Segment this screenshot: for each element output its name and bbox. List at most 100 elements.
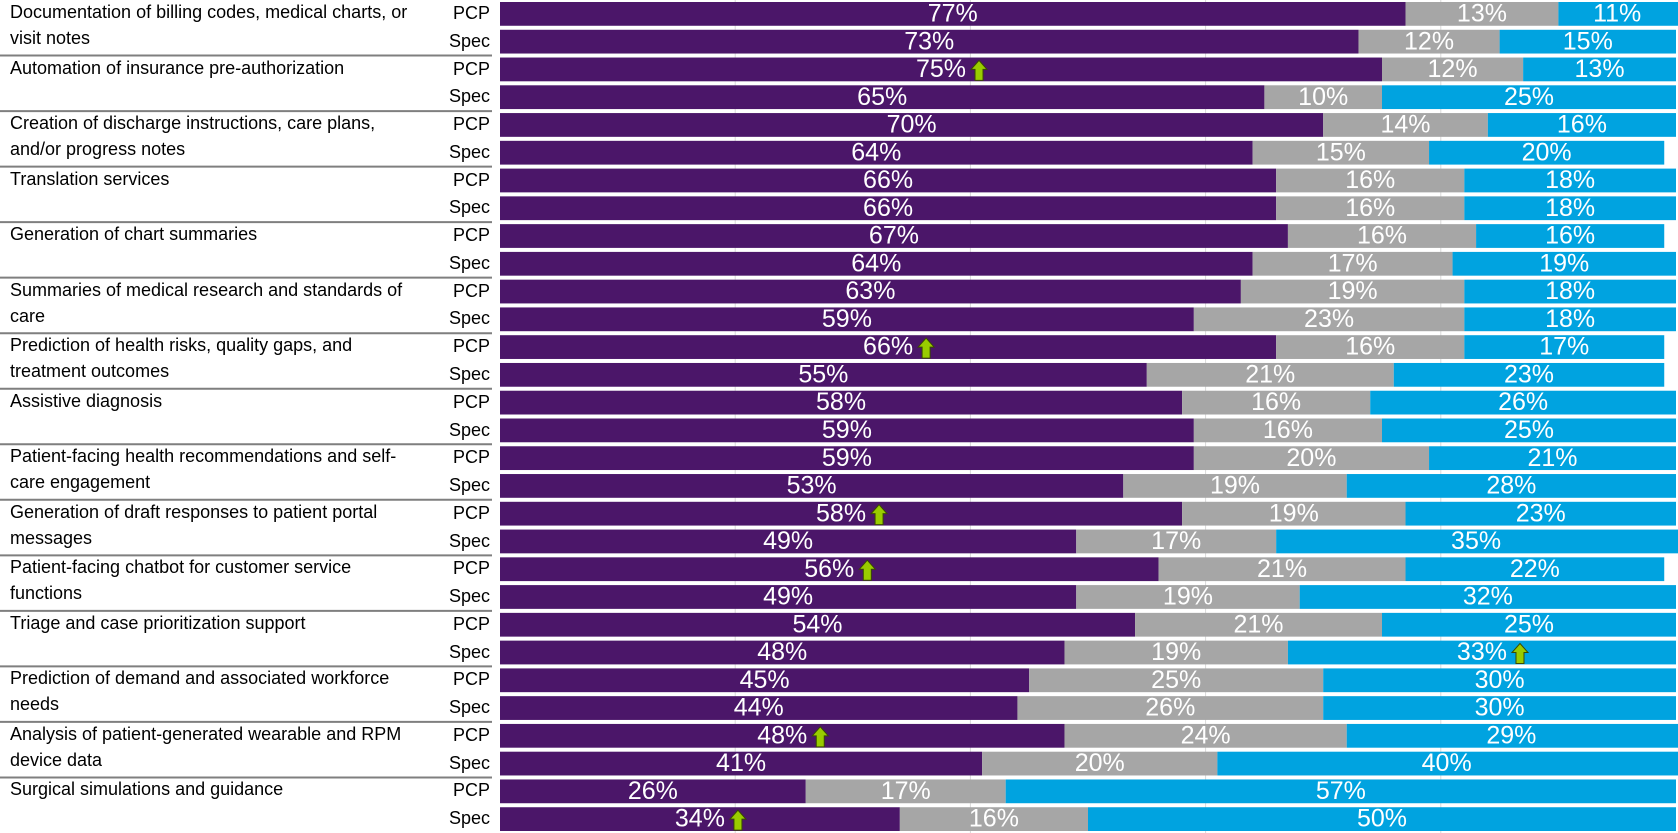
bar-segment <box>500 307 1194 332</box>
bar-segment <box>500 529 1077 554</box>
value-label: 58% <box>816 499 866 527</box>
subgroup-label: PCP <box>452 502 490 523</box>
value-label: 16% <box>969 805 1019 833</box>
subgroup-label: PCP <box>452 780 490 801</box>
value-label: 57% <box>1316 777 1366 805</box>
bar-segment <box>500 723 1065 748</box>
bar-segment <box>1429 446 1676 471</box>
bar-segment <box>1464 168 1676 193</box>
bar-segment <box>1264 85 1382 110</box>
increase-arrow <box>1510 642 1530 665</box>
value-label: 59% <box>822 444 872 472</box>
bar-segment <box>899 807 1088 831</box>
bar-segment <box>1287 640 1676 665</box>
value-label: 13% <box>1575 55 1625 83</box>
value-label: 12% <box>1428 55 1478 83</box>
value-label: 66% <box>863 166 913 194</box>
value-label: 25% <box>1504 610 1554 638</box>
subgroup-label: PCP <box>452 669 490 690</box>
value-label: 35% <box>1451 527 1501 555</box>
value-label: 66% <box>863 333 913 361</box>
bar-segment <box>1464 279 1676 304</box>
subgroup-label: Spec <box>448 363 490 384</box>
subgroup-label: Spec <box>448 808 490 829</box>
category-label: Patient-facing chatbot for customer serv… <box>10 557 352 604</box>
value-label: 26% <box>1145 694 1195 722</box>
subgroup-label: Spec <box>448 30 490 51</box>
value-label: 30% <box>1475 666 1525 694</box>
value-label: 44% <box>734 694 784 722</box>
value-label: 11% <box>1593 0 1641 27</box>
value-label: 53% <box>787 472 837 500</box>
value-label: 23% <box>1516 499 1566 527</box>
subgroup-label: PCP <box>452 169 490 190</box>
bar-segment <box>1299 585 1676 609</box>
value-label: 54% <box>792 610 842 638</box>
subgroup-label: PCP <box>452 58 490 79</box>
bar-segment <box>1382 612 1676 637</box>
value-label: 19% <box>1163 583 1213 611</box>
bar-segment <box>500 751 983 776</box>
value-label: 13% <box>1457 0 1507 27</box>
bar-segment <box>500 29 1359 54</box>
value-label: 48% <box>757 721 807 749</box>
bar-segment <box>1158 557 1406 582</box>
bar-segment <box>1405 2 1559 26</box>
bar-segment <box>1287 224 1477 248</box>
category-label: Generation of draft responses to patient… <box>10 501 378 548</box>
bar-segment <box>500 418 1194 443</box>
bar-segment <box>1276 335 1465 359</box>
value-label: 16% <box>1357 222 1407 250</box>
bar-segment <box>1146 362 1394 387</box>
bar-segment <box>500 140 1253 165</box>
bar-segment <box>1276 529 1678 554</box>
subgroup-label: Spec <box>448 86 490 107</box>
subgroup-label: Spec <box>448 141 490 162</box>
bar-segment <box>500 501 1183 526</box>
subgroup-label: Spec <box>448 697 490 718</box>
subgroup-label: Spec <box>448 752 490 773</box>
bar-segment <box>500 390 1183 415</box>
value-label: 34% <box>675 805 725 833</box>
subgroup-label: Spec <box>448 586 490 607</box>
bar-segment <box>1076 585 1300 609</box>
value-label: 19% <box>1210 472 1260 500</box>
value-label: 17% <box>1539 333 1589 361</box>
bar-segment <box>500 612 1136 637</box>
category-label: Triage and case prioritization support <box>10 612 306 633</box>
category-label: Generation of chart summaries <box>10 224 258 245</box>
bar-segment <box>1382 57 1524 82</box>
bar-segment <box>500 196 1277 221</box>
subgroup-label: PCP <box>452 558 490 579</box>
value-label: 63% <box>845 277 895 305</box>
bar-segment <box>1464 307 1676 332</box>
subgroup-label: Spec <box>448 252 490 273</box>
value-label: 23% <box>1504 360 1554 388</box>
bar-segment <box>500 362 1147 387</box>
value-label: 14% <box>1380 111 1430 139</box>
value-label: 20% <box>1075 749 1125 777</box>
value-label: 75% <box>916 55 966 83</box>
value-label: 19% <box>1328 277 1378 305</box>
value-label: 18% <box>1545 166 1595 194</box>
bar-segment <box>805 779 1006 804</box>
value-label: 29% <box>1486 721 1536 749</box>
bar-segment <box>500 335 1277 359</box>
value-label: 25% <box>1504 416 1554 444</box>
bar-segment <box>1452 251 1676 276</box>
bar-segment <box>982 751 1218 776</box>
category-label: Documentation of billing codes, medical … <box>10 2 408 48</box>
value-label: 16% <box>1251 388 1301 416</box>
value-label: 16% <box>1545 222 1595 250</box>
bar-segment <box>1252 140 1430 165</box>
value-label: 55% <box>798 360 848 388</box>
value-label: 16% <box>1263 416 1313 444</box>
subgroup-label: PCP <box>452 225 490 246</box>
increase-arrow <box>858 559 877 581</box>
value-label: 70% <box>887 111 937 139</box>
value-label: 23% <box>1304 305 1354 333</box>
value-label: 19% <box>1539 249 1589 277</box>
value-label: 30% <box>1475 694 1525 722</box>
